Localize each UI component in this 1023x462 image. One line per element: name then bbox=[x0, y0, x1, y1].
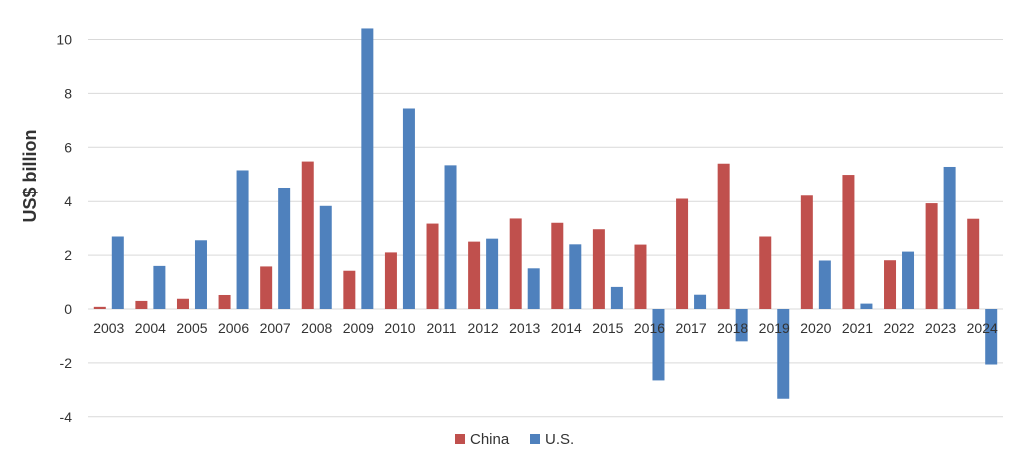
x-tick-label: 2020 bbox=[800, 320, 831, 336]
bar-us-2015 bbox=[610, 286, 623, 309]
bar-china-2014 bbox=[551, 222, 564, 309]
bar-us-2014 bbox=[569, 244, 582, 309]
y-tick-label: -4 bbox=[60, 409, 73, 425]
x-tick-label: 2006 bbox=[218, 320, 249, 336]
bar-china-2016 bbox=[634, 244, 647, 309]
bar-china-2010 bbox=[384, 252, 397, 309]
y-tick-label: 0 bbox=[64, 301, 72, 317]
bars bbox=[93, 28, 998, 399]
x-tick-label: 2023 bbox=[925, 320, 956, 336]
bar-china-2013 bbox=[509, 218, 522, 309]
bar-china-2022 bbox=[884, 260, 897, 309]
y-tick-label: 6 bbox=[64, 139, 72, 155]
x-tick-label: 2004 bbox=[135, 320, 166, 336]
bar-china-2006 bbox=[218, 294, 231, 309]
bar-us-2011 bbox=[444, 165, 457, 309]
bar-china-2011 bbox=[426, 223, 439, 309]
bar-us-2012 bbox=[486, 238, 499, 309]
x-tick-label: 2013 bbox=[509, 320, 540, 336]
bar-us-2016 bbox=[652, 309, 665, 381]
bar-us-2004 bbox=[153, 265, 166, 309]
x-tick-label: 2003 bbox=[93, 320, 124, 336]
bar-us-2005 bbox=[194, 240, 207, 309]
bar-us-2017 bbox=[694, 294, 707, 309]
y-tick-label: 10 bbox=[56, 32, 72, 48]
y-tick-label: 4 bbox=[64, 193, 72, 209]
x-tick-label: 2016 bbox=[634, 320, 665, 336]
x-tick-label: 2011 bbox=[426, 320, 456, 336]
bar-china-2003 bbox=[93, 306, 106, 309]
bar-china-2015 bbox=[592, 229, 605, 309]
bar-us-2024 bbox=[985, 309, 998, 365]
bar-china-2019 bbox=[759, 236, 772, 309]
bar-us-2023 bbox=[943, 166, 956, 309]
bar-china-2023 bbox=[925, 203, 938, 309]
bar-china-2008 bbox=[301, 161, 314, 309]
bar-us-2013 bbox=[527, 268, 540, 309]
legend-swatch-us bbox=[530, 434, 540, 444]
legend: China U.S. bbox=[455, 431, 574, 448]
x-tick-label: 2007 bbox=[260, 320, 291, 336]
legend-label-china: China bbox=[470, 431, 510, 448]
y-axis-label: US$ billion bbox=[20, 129, 40, 222]
bar-us-2021 bbox=[860, 303, 873, 309]
bar-china-2004 bbox=[135, 300, 148, 309]
bar-us-2009 bbox=[361, 28, 374, 309]
bar-us-2006 bbox=[236, 170, 249, 309]
bar-us-2008 bbox=[319, 205, 332, 309]
bar-us-2020 bbox=[818, 260, 831, 309]
x-tick-label: 2024 bbox=[967, 320, 998, 336]
x-tick-label: 2005 bbox=[176, 320, 207, 336]
gridlines bbox=[88, 39, 1003, 418]
bar-china-2018 bbox=[717, 163, 730, 309]
bar-china-2009 bbox=[343, 270, 356, 309]
bar-us-2019 bbox=[777, 309, 790, 399]
bar-us-2007 bbox=[278, 187, 291, 309]
bar-us-2003 bbox=[111, 236, 124, 309]
x-tick-label: 2008 bbox=[301, 320, 332, 336]
x-tick-label: 2018 bbox=[717, 320, 748, 336]
y-tick-label: -2 bbox=[60, 355, 73, 371]
y-tick-label: 8 bbox=[64, 85, 72, 101]
x-tick-label: 2015 bbox=[592, 320, 623, 336]
bar-china-2005 bbox=[176, 298, 189, 309]
bar-us-2022 bbox=[902, 251, 915, 309]
x-tick-label: 2010 bbox=[384, 320, 415, 336]
legend-label-us: U.S. bbox=[545, 431, 574, 448]
y-tick-label: 2 bbox=[64, 247, 72, 263]
bar-china-2021 bbox=[842, 175, 855, 309]
x-tick-label: 2017 bbox=[675, 320, 706, 336]
x-tick-label: 2022 bbox=[883, 320, 914, 336]
x-tick-label: 2019 bbox=[759, 320, 790, 336]
x-tick-label: 2009 bbox=[343, 320, 374, 336]
bar-china-2020 bbox=[800, 195, 813, 309]
tick-labels: -4 -2 0 2 4 6 8 10 2003 2004 2005 2006 2007 2008 2009 2… bbox=[56, 32, 998, 425]
bar-china-2024 bbox=[967, 218, 980, 309]
x-tick-label: 2012 bbox=[468, 320, 499, 336]
x-tick-label: 2021 bbox=[842, 320, 873, 336]
bar-us-2018 bbox=[735, 309, 748, 342]
x-tick-label: 2014 bbox=[551, 320, 582, 336]
bar-china-2007 bbox=[260, 266, 273, 309]
legend-swatch-china bbox=[455, 434, 465, 444]
bar-china-2017 bbox=[676, 198, 689, 309]
bar-china-2012 bbox=[468, 241, 481, 309]
bar-us-2010 bbox=[402, 108, 415, 309]
